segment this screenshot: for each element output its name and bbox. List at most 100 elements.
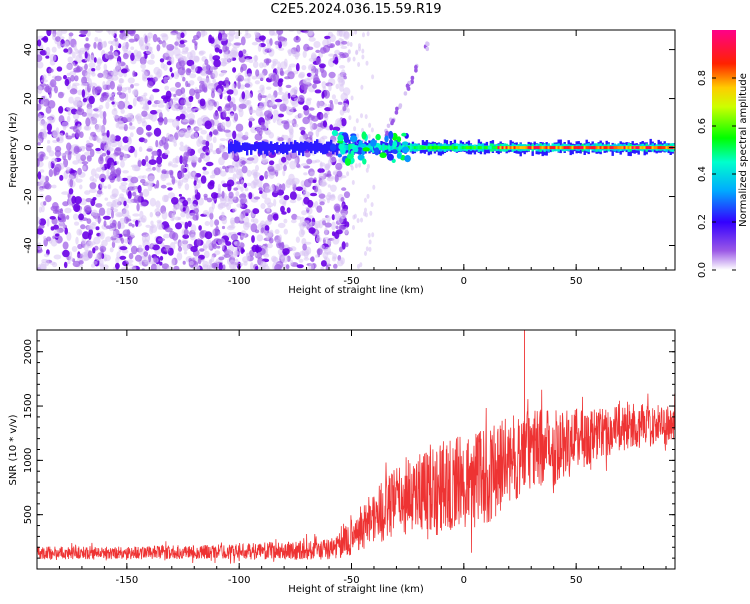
noise-blob <box>83 30 89 34</box>
noise-blob <box>91 72 96 77</box>
ridge-cell <box>557 146 560 150</box>
ridge-cell <box>246 142 249 156</box>
noise-blob <box>114 135 121 142</box>
noise-blob <box>263 253 270 258</box>
noise-blob <box>211 229 216 236</box>
noise-blob <box>143 92 148 97</box>
x-tick-label: 50 <box>570 276 583 287</box>
noise-blob <box>232 196 237 200</box>
noise-blob <box>93 57 97 63</box>
noise-blob <box>190 233 196 241</box>
noise-blob <box>92 247 96 254</box>
noise-blob <box>59 132 64 141</box>
noise-blob <box>171 104 178 111</box>
onset-blob <box>362 158 367 165</box>
noise-blob <box>287 71 295 80</box>
noise-blob <box>174 216 181 221</box>
noise-blob <box>193 34 200 41</box>
noise-blob <box>197 257 202 265</box>
noise-blob <box>325 264 329 270</box>
noise-blob <box>182 199 189 207</box>
noise-blob <box>296 30 302 35</box>
noise-blob <box>163 64 168 71</box>
noise-blob <box>113 114 120 119</box>
noise-blob <box>222 44 228 53</box>
noise-blob <box>218 156 225 166</box>
noise-blob <box>51 46 57 53</box>
ridge-cell <box>232 143 235 152</box>
ridge-cell <box>551 146 554 150</box>
noise-blob <box>192 214 199 221</box>
noise-blob <box>364 207 367 213</box>
ridge-cell <box>539 146 542 150</box>
noise-blob <box>182 207 186 212</box>
noise-blob <box>208 206 214 214</box>
noise-blob <box>221 242 225 251</box>
onset-blob <box>361 131 367 140</box>
noise-blob <box>252 179 259 186</box>
noise-blob <box>264 110 272 118</box>
noise-blob <box>52 129 60 139</box>
noise-blob <box>228 33 234 42</box>
noise-blob <box>213 59 221 68</box>
noise-blob <box>146 77 151 81</box>
noise-blob <box>148 175 155 181</box>
noise-blob <box>170 32 177 36</box>
noise-blob <box>171 212 176 217</box>
onset-blob <box>337 153 342 158</box>
noise-blob <box>164 149 170 155</box>
noise-blob <box>115 147 122 152</box>
ridge-cell <box>507 146 510 150</box>
noise-blob <box>149 197 157 207</box>
noise-blob <box>361 54 365 60</box>
noise-blob <box>46 236 52 242</box>
noise-blob <box>228 101 234 108</box>
noise-blob <box>280 255 289 263</box>
noise-blob <box>212 130 218 135</box>
noise-blob <box>106 84 111 91</box>
noise-blob <box>233 42 242 46</box>
streak-blob <box>386 123 391 128</box>
noise-blob <box>189 203 198 210</box>
ridge-cell <box>417 146 421 150</box>
noise-blob <box>239 213 244 222</box>
ridge-cell <box>485 146 489 150</box>
noise-blob <box>212 150 217 155</box>
noise-blob <box>274 264 282 270</box>
ridge-cell <box>236 140 239 152</box>
noise-blob <box>66 142 72 151</box>
noise-blob <box>182 234 190 240</box>
noise-blob <box>345 103 349 109</box>
noise-blob <box>281 211 287 215</box>
noise-blob <box>78 145 87 150</box>
ridge-cell <box>302 142 305 157</box>
x-tick-label: 0 <box>461 276 467 287</box>
noise-blob <box>279 103 287 112</box>
noise-blob <box>341 52 349 58</box>
streak-blob <box>394 110 399 115</box>
noise-blob <box>80 224 86 230</box>
noise-blob <box>213 238 222 243</box>
noise-blob <box>289 88 298 98</box>
noise-blob <box>152 104 158 108</box>
noise-blob <box>99 154 104 162</box>
noise-blob <box>147 100 152 105</box>
noise-blob <box>254 31 258 36</box>
noise-blob <box>201 30 208 36</box>
noise-blob <box>175 222 182 230</box>
ridge-cell <box>441 146 445 150</box>
noise-blob <box>47 117 53 124</box>
ridge-cell <box>581 146 584 150</box>
noise-blob <box>221 211 225 217</box>
noise-blob <box>126 263 133 267</box>
ridge-cell <box>547 146 550 150</box>
ridge-cell <box>326 141 329 154</box>
noise-blob <box>117 196 125 203</box>
noise-blob <box>338 246 343 253</box>
ridge-cell <box>368 143 371 152</box>
ridge-cell <box>541 146 544 150</box>
noise-blob <box>214 219 220 226</box>
noise-blob <box>187 158 191 163</box>
noise-blob <box>253 218 259 224</box>
